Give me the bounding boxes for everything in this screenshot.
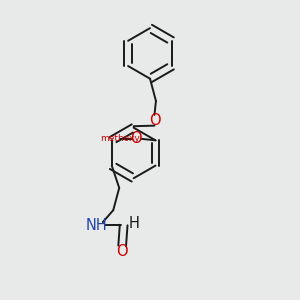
Text: O: O — [148, 113, 160, 128]
Text: NH: NH — [86, 218, 108, 232]
Text: methoxy: methoxy — [100, 134, 140, 143]
Text: H: H — [129, 216, 140, 231]
Text: O: O — [116, 244, 128, 259]
Text: O: O — [130, 131, 142, 146]
